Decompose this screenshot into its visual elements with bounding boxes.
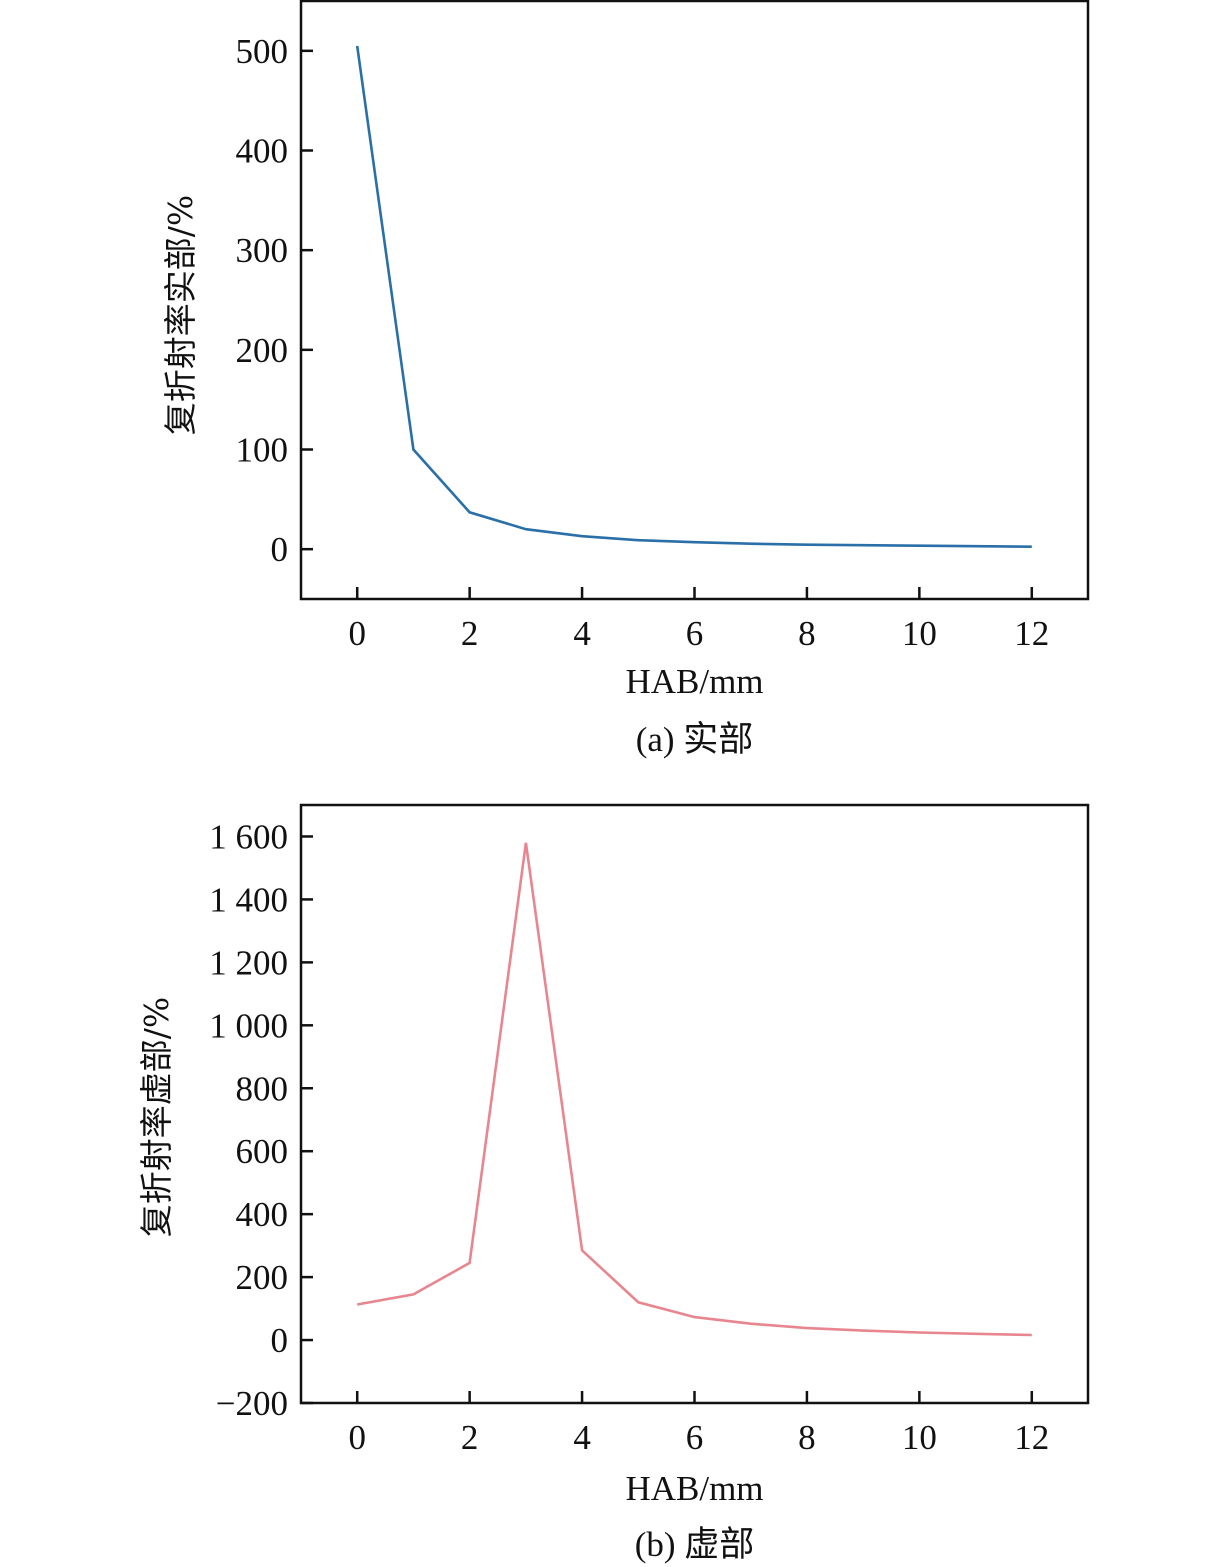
panel-b-imaginary-part: −200 0 200 400 600 800 1 000 1 200 1 400 1 600 0 2… xyxy=(137,803,1090,1564)
y-tick-label: 800 xyxy=(236,1069,289,1108)
x-tick-label: 0 xyxy=(348,614,366,653)
series-line-b xyxy=(356,842,1032,1337)
y-axis-ticks-a: 0 100 200 300 400 500 xyxy=(236,32,313,569)
series-line-a xyxy=(355,45,1032,548)
y-tick-label: 600 xyxy=(236,1132,289,1171)
y-axis-label-b: 复折射率虚部/% xyxy=(137,997,176,1237)
y-tick-label: −200 xyxy=(216,1384,288,1423)
y-tick-label: 1 400 xyxy=(209,880,288,919)
plot-frame-b xyxy=(299,803,1090,1405)
series-b xyxy=(356,842,1032,1337)
y-tick-label: 200 xyxy=(236,331,289,370)
x-axis-label-a: HAB/mm xyxy=(625,662,763,701)
y-tick-label: 0 xyxy=(271,530,289,569)
plot-frame-a xyxy=(299,0,1090,601)
x-tick-label: 10 xyxy=(902,1418,937,1457)
x-axis-label-b: HAB/mm xyxy=(625,1469,763,1508)
y-tick-label: 0 xyxy=(271,1321,289,1360)
x-tick-label: 8 xyxy=(798,614,816,653)
x-tick-label: 4 xyxy=(573,1418,591,1457)
panel-a-real-part: 0 100 200 300 400 500 0 2 4 6 8 10 12 HAB/mm 复折射率实部… xyxy=(161,0,1090,759)
y-tick-label: 500 xyxy=(236,32,289,71)
y-tick-label: 400 xyxy=(236,1195,289,1234)
x-tick-label: 6 xyxy=(686,1418,704,1457)
x-tick-label: 8 xyxy=(798,1418,816,1457)
x-tick-label: 10 xyxy=(902,614,937,653)
x-axis-ticks-a: 0 2 4 6 8 10 12 xyxy=(348,587,1049,653)
x-tick-label: 12 xyxy=(1014,614,1049,653)
x-tick-label: 4 xyxy=(573,614,591,653)
x-tick-label: 0 xyxy=(348,1418,366,1457)
x-tick-label: 2 xyxy=(461,614,479,653)
y-tick-label: 100 xyxy=(236,431,289,470)
y-tick-label: 1 600 xyxy=(209,817,288,856)
y-tick-label: 1 200 xyxy=(209,943,288,982)
y-axis-ticks-b: −200 0 200 400 600 800 1 000 1 200 1 400 1 600 xyxy=(209,817,313,1423)
y-axis-label-a: 复折射率实部/% xyxy=(161,195,200,435)
series-a xyxy=(355,45,1032,548)
x-axis-ticks-b: 0 2 4 6 8 10 12 xyxy=(348,1391,1049,1457)
y-tick-label: 1 000 xyxy=(209,1006,288,1045)
y-tick-label: 200 xyxy=(236,1258,289,1297)
x-tick-label: 2 xyxy=(461,1418,479,1457)
x-tick-label: 12 xyxy=(1014,1418,1049,1457)
y-tick-label: 300 xyxy=(236,231,289,270)
caption-b: (b) 虚部 xyxy=(635,1525,755,1564)
y-tick-label: 400 xyxy=(236,132,289,171)
x-tick-label: 6 xyxy=(686,614,704,653)
caption-a: (a) 实部 xyxy=(636,720,754,759)
